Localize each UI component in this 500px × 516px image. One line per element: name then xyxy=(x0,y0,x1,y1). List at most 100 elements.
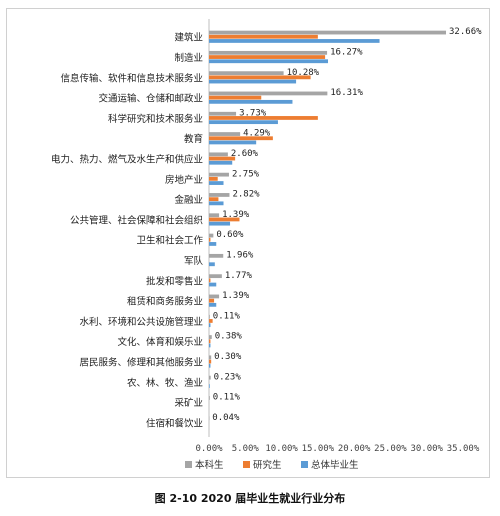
category-label: 制造业 xyxy=(174,52,203,64)
chart-frame: 建筑业 32.66% 制造业 16.27% 信息传输、软件和信息技术服务业 10.28% 交… xyxy=(6,8,490,478)
bar-总体毕业生 xyxy=(209,363,211,368)
bar-研究生 xyxy=(209,55,326,59)
bar-总体毕业生 xyxy=(209,201,224,206)
bar-研究生 xyxy=(209,298,215,303)
data-label: 1.96% xyxy=(226,250,254,260)
x-tick-label: 5.00% xyxy=(232,444,260,454)
bar-研究生 xyxy=(209,319,213,323)
bar-本科生 xyxy=(209,152,228,157)
bar-本科生 xyxy=(209,213,220,218)
bar-本科生 xyxy=(209,396,210,400)
x-tick-label: 35.00% xyxy=(447,444,480,454)
bar-总体毕业生 xyxy=(209,343,211,348)
x-tick-label: 30.00% xyxy=(410,444,443,454)
bar-总体毕业生 xyxy=(209,302,217,307)
data-label: 0.30% xyxy=(214,352,242,362)
legend-swatch-总体毕业生 xyxy=(301,461,308,468)
data-label: 2.60% xyxy=(231,149,259,159)
bar-研究生 xyxy=(209,339,211,344)
figure-caption: 图 2-10 2020 届毕业生就业行业分布 xyxy=(154,492,346,505)
category-label: 农、林、牧、渔业 xyxy=(127,377,203,389)
bar-研究生 xyxy=(209,34,318,39)
data-label: 0.60% xyxy=(216,230,244,240)
category-label: 建筑业 xyxy=(174,32,203,44)
bar-总体毕业生 xyxy=(209,282,217,287)
x-tick-label: 0.00% xyxy=(195,444,223,454)
bar-总体毕业生 xyxy=(209,160,233,165)
bar-总体毕业生 xyxy=(209,79,297,84)
data-label: 16.31% xyxy=(330,88,363,98)
bar-总体毕业生 xyxy=(209,39,380,43)
category-label: 科学研究和技术服务业 xyxy=(108,113,203,125)
bar-本科生 xyxy=(209,132,241,136)
category-label: 居民服务、修理和其他服务业 xyxy=(79,356,203,368)
category-label: 房地产业 xyxy=(165,174,203,186)
category-label: 租赁和商务服务业 xyxy=(127,296,203,308)
bar-本科生 xyxy=(209,375,211,380)
bar-本科生 xyxy=(209,355,212,360)
bar-研究生 xyxy=(209,237,211,242)
bar-总体毕业生 xyxy=(209,140,257,145)
category-label: 卫生和社会工作 xyxy=(136,235,203,247)
bar-总体毕业生 xyxy=(209,262,215,267)
bar-chart: 建筑业 32.66% 制造业 16.27% 信息传输、软件和信息技术服务业 10.28% 交… xyxy=(51,19,482,471)
category-label: 金融业 xyxy=(174,194,203,206)
category-label: 文化、体育和娱乐业 xyxy=(117,336,203,348)
bar-总体毕业生 xyxy=(209,120,278,125)
data-label: 0.23% xyxy=(214,372,242,382)
data-label: 1.39% xyxy=(222,210,250,220)
category-label: 批发和零售业 xyxy=(146,275,203,287)
bar-本科生 xyxy=(209,314,210,319)
data-label: 2.82% xyxy=(232,190,260,200)
bar-研究生 xyxy=(209,197,219,202)
data-label: 16.27% xyxy=(330,47,363,57)
category-label: 教育 xyxy=(184,133,203,145)
bar-总体毕业生 xyxy=(209,323,211,328)
bar-本科生 xyxy=(209,50,328,55)
bar-本科生 xyxy=(209,274,222,279)
x-tick-label: 10.00% xyxy=(265,444,298,454)
bar-研究生 xyxy=(209,278,211,283)
bar-本科生 xyxy=(209,294,220,299)
data-label: 3.73% xyxy=(239,108,267,118)
legend-swatch-本科生 xyxy=(185,461,192,468)
data-label: 32.66% xyxy=(449,27,482,37)
bar-研究生 xyxy=(209,176,218,181)
data-label: 1.77% xyxy=(225,271,253,281)
data-label: 2.75% xyxy=(232,169,260,179)
x-tick-label: 15.00% xyxy=(302,444,335,454)
bar-研究生 xyxy=(209,75,311,80)
bar-总体毕业生 xyxy=(209,181,224,185)
bar-本科生 xyxy=(209,172,229,177)
bar-本科生 xyxy=(209,111,237,116)
category-label: 信息传输、软件和信息技术服务业 xyxy=(60,72,203,84)
bar-研究生 xyxy=(209,95,262,100)
bar-研究生 xyxy=(209,156,236,161)
bar-本科生 xyxy=(209,91,328,96)
data-label: 1.39% xyxy=(222,291,250,301)
category-label: 水利、环境和公共设施管理业 xyxy=(79,316,203,328)
bar-本科生 xyxy=(209,416,210,421)
category-label: 住宿和餐饮业 xyxy=(146,417,203,429)
bar-研究生 xyxy=(209,116,318,120)
data-label: 4.29% xyxy=(243,129,271,139)
bar-本科生 xyxy=(209,193,230,197)
legend-swatch-研究生 xyxy=(243,461,250,468)
bar-总体毕业生 xyxy=(209,221,231,226)
bar-研究生 xyxy=(209,217,240,222)
bar-本科生 xyxy=(209,30,447,35)
bar-本科生 xyxy=(209,71,284,76)
bar-总体毕业生 xyxy=(209,59,329,64)
data-label: 0.11% xyxy=(213,311,241,321)
bar-总体毕业生 xyxy=(209,99,293,104)
data-label: 0.04% xyxy=(212,413,240,423)
category-label: 采矿业 xyxy=(174,397,203,409)
bar-总体毕业生 xyxy=(209,384,210,388)
bar-本科生 xyxy=(209,335,212,339)
category-label: 军队 xyxy=(184,255,204,267)
data-label: 0.38% xyxy=(215,332,243,342)
category-label: 电力、热力、燃气及水生产和供应业 xyxy=(51,153,203,165)
bar-研究生 xyxy=(209,359,212,364)
x-tick-label: 25.00% xyxy=(374,444,407,454)
category-label: 交通运输、仓储和邮政业 xyxy=(98,93,203,105)
